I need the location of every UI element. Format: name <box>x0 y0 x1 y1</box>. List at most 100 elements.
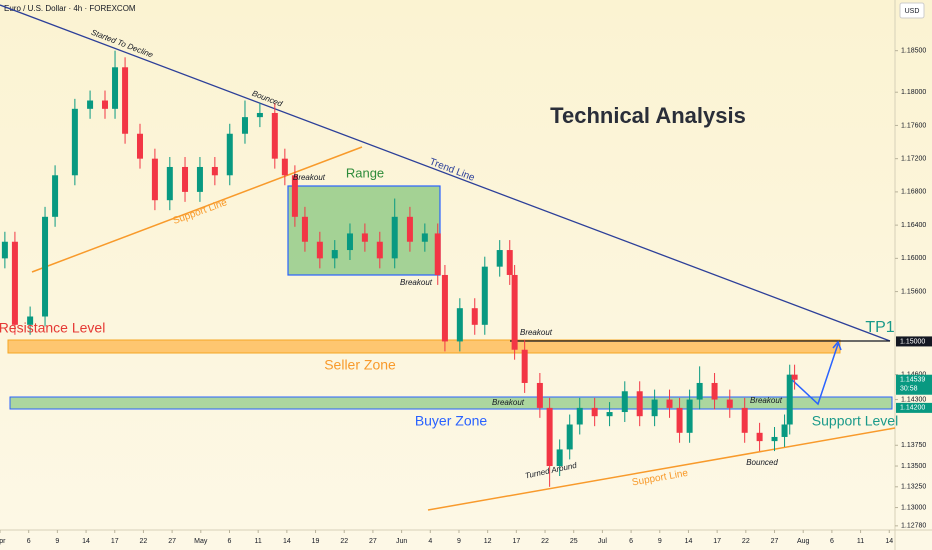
candle-body <box>166 166 173 201</box>
candle-body <box>786 374 793 425</box>
candle-body <box>711 382 718 400</box>
x-tick-label: 11 <box>857 538 864 545</box>
annotation: Breakout <box>400 278 433 287</box>
candle-body <box>421 233 428 242</box>
axes: 1.18500 1.18000 1.17600 1.17200 1.16800 1.164… <box>0 48 932 545</box>
candle-body <box>112 67 119 109</box>
x-tick-label: 9 <box>55 538 59 545</box>
annotation: Bounced <box>746 458 778 467</box>
y-tick-label: 1.15600 <box>901 288 926 295</box>
candle-body <box>496 250 503 267</box>
candle-body <box>536 382 543 408</box>
candle-body <box>151 158 158 201</box>
x-tick-label: Aug <box>797 538 810 545</box>
x-tick-label: 22 <box>140 538 148 545</box>
candle-body <box>346 233 353 251</box>
candle-body <box>256 112 263 118</box>
candle-body <box>291 175 298 217</box>
drawings <box>0 4 896 511</box>
candle-body <box>651 399 658 417</box>
candle-body <box>136 133 143 159</box>
candle-body <box>316 241 323 259</box>
y-tick-label: 1.13500 <box>901 463 926 470</box>
candle-body <box>196 166 203 192</box>
annotation: Breakout <box>520 328 553 337</box>
x-tick-label: 6 <box>27 538 31 545</box>
candle-body <box>434 233 441 275</box>
x-tick-label: 14 <box>82 538 90 545</box>
candle-body <box>741 407 748 433</box>
candle-body <box>391 216 398 259</box>
candle-body <box>756 432 763 442</box>
candle-body <box>281 158 288 176</box>
annotation: Breakout <box>750 396 783 405</box>
x-tick-label: 6 <box>629 538 633 545</box>
x-tick-label: Jul <box>598 538 607 545</box>
candle-body <box>27 316 34 325</box>
candle-body <box>11 241 18 325</box>
candle-body <box>546 407 553 467</box>
price-marker <box>896 336 932 347</box>
candle-body <box>591 407 598 417</box>
x-tick-label: 12 <box>484 538 492 545</box>
annotation: Support Level <box>812 413 898 429</box>
price-marker-countdown: 30:58 <box>900 386 918 393</box>
annotation: Buyer Zone <box>415 413 488 429</box>
support-line-lower <box>427 427 896 511</box>
candle-body <box>791 374 798 380</box>
candle-body <box>506 250 513 275</box>
annotation: Breakout <box>293 173 326 182</box>
y-tick-label: 1.18500 <box>901 48 926 55</box>
x-tick-label: 22 <box>742 538 750 545</box>
candle-body <box>676 407 683 433</box>
candle-body <box>441 274 448 342</box>
x-tick-label: 11 <box>255 538 262 545</box>
price-marker-label: 1.15000 <box>900 338 925 345</box>
candle-body <box>566 424 573 450</box>
range-box <box>287 185 441 276</box>
annotation: Range <box>346 165 384 180</box>
x-tick-label: 6 <box>228 538 232 545</box>
y-tick-label: 1.13000 <box>901 504 926 511</box>
candle-body <box>666 399 673 408</box>
candle-body <box>521 349 528 383</box>
candle-body <box>52 175 59 217</box>
candle-body <box>226 133 233 176</box>
x-tick-label: 17 <box>512 538 520 545</box>
candle-body <box>481 266 488 325</box>
candle-body <box>241 117 248 134</box>
x-tick-label: 4 <box>428 538 432 545</box>
candle-body <box>511 274 518 350</box>
candle-body <box>1 241 8 259</box>
x-tick-label: 9 <box>457 538 461 545</box>
projection-path <box>789 343 839 406</box>
x-tick-label: 14 <box>685 538 693 545</box>
candle-body <box>471 308 478 325</box>
y-tick-label: 1.17600 <box>901 122 926 129</box>
candle-body <box>122 67 129 134</box>
x-tick-label: 14 <box>283 538 291 545</box>
currency[interactable]: USD <box>905 8 920 15</box>
candle-body <box>376 241 383 259</box>
x-tick-label: 19 <box>312 538 320 545</box>
candle-body <box>361 233 368 242</box>
candle-body <box>556 449 563 467</box>
annotation: Seller Zone <box>324 357 396 373</box>
annotation: Resistance Level <box>0 320 105 336</box>
x-tick-label: 22 <box>541 538 549 545</box>
x-tick-label: 27 <box>369 538 377 545</box>
annotation: Breakout <box>492 398 525 407</box>
candle-body <box>771 436 778 442</box>
candle-body <box>211 166 218 176</box>
x-tick-label: Apr <box>0 538 6 545</box>
candle-body <box>636 391 643 417</box>
price-marker <box>896 374 932 395</box>
y-tick-label: 1.18000 <box>901 89 926 96</box>
x-tick-label: 22 <box>340 538 348 545</box>
currency-box[interactable] <box>899 2 925 19</box>
candle-body <box>101 100 108 109</box>
x-tick-label: 17 <box>713 538 721 545</box>
candle-body <box>621 391 628 413</box>
x-tick-label: 27 <box>771 538 779 545</box>
